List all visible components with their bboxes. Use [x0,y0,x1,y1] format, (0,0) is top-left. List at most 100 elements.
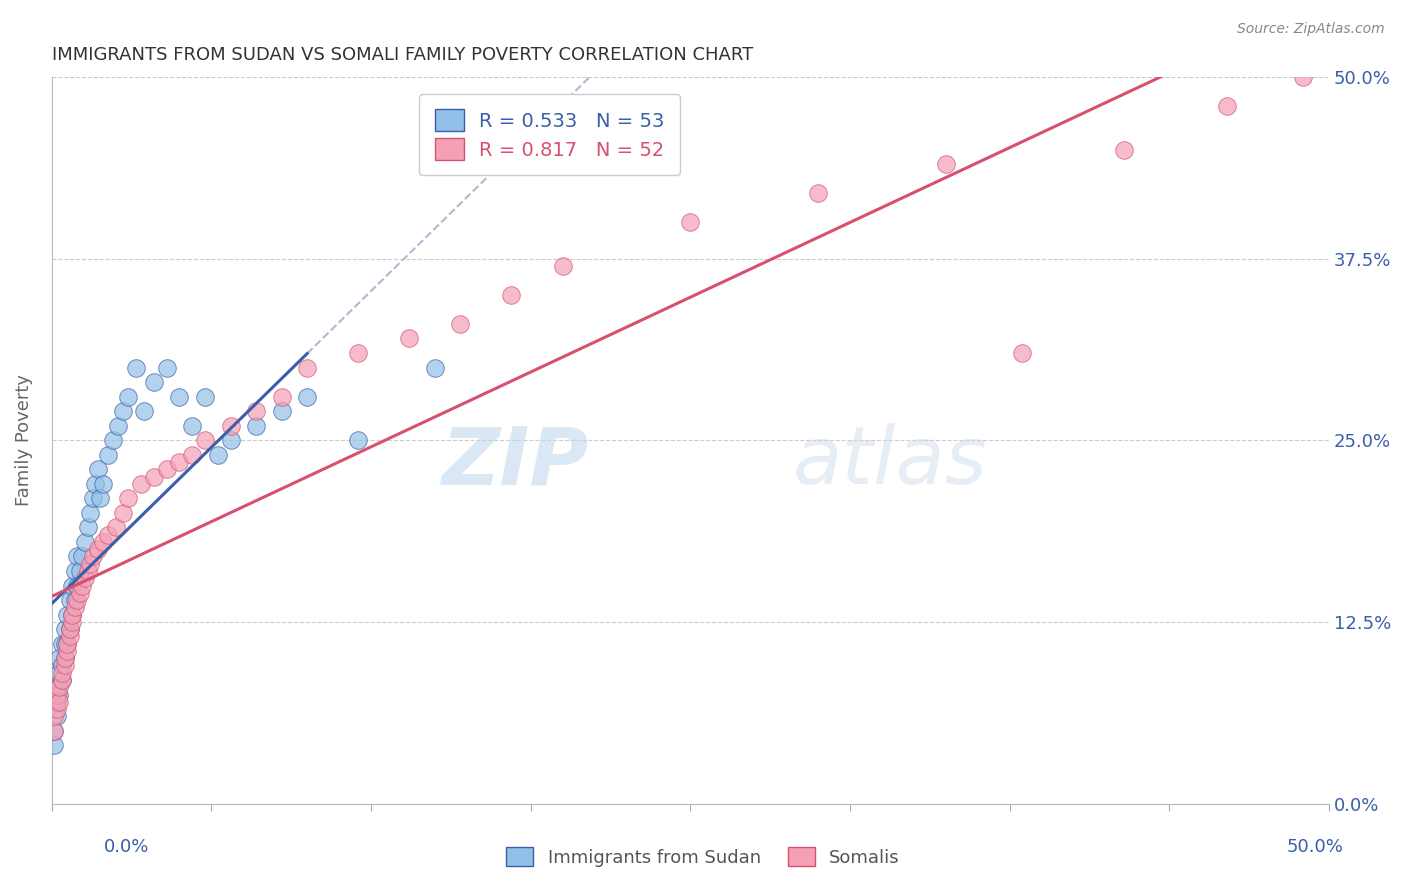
Point [194,434,217,448]
Point [270,404,292,418]
Point [60,607,83,622]
Point [295,390,318,404]
Point [1011,346,1033,360]
Point [60,578,83,592]
Point [73,535,96,549]
Point [76,520,98,534]
Point [156,462,179,476]
Point [79,557,101,571]
Point [169,455,191,469]
Point [53,651,76,665]
Point [72,578,94,592]
Point [194,390,217,404]
Point [56,644,79,658]
Point [51,637,73,651]
Point [66,549,89,564]
Point [44,723,66,738]
Point [1114,143,1136,157]
Point [129,476,152,491]
Point [132,404,155,418]
Point [59,622,82,636]
Text: atlas: atlas [793,423,987,501]
Point [45,688,67,702]
Point [66,593,89,607]
Point [82,491,104,506]
Point [347,434,370,448]
Point [219,418,242,433]
Point [207,448,229,462]
Point [44,723,66,738]
Point [97,527,120,541]
Point [73,571,96,585]
Text: ZIP: ZIP [440,423,588,501]
Point [56,607,79,622]
Point [63,600,86,615]
Point [44,739,66,753]
Point [89,491,111,506]
Point [245,404,267,418]
Point [423,360,446,375]
Point [169,390,191,404]
Point [60,615,83,629]
Point [51,673,73,687]
Point [82,549,104,564]
Point [935,157,957,171]
Point [56,637,79,651]
Point [679,215,702,229]
Point [84,476,107,491]
Point [45,681,67,695]
Point [59,629,82,643]
Point [101,434,124,448]
Point [45,695,67,709]
Point [69,564,91,578]
Point [60,607,83,622]
Point [347,346,370,360]
Point [66,578,89,592]
Point [219,434,242,448]
Point [97,448,120,462]
Point [91,535,114,549]
Point [51,665,73,680]
Point [142,469,165,483]
Point [1215,99,1237,113]
Point [501,288,523,302]
Text: 0.0%: 0.0% [104,838,149,855]
Point [44,709,66,723]
Point [551,259,574,273]
Point [1292,70,1315,84]
Point [181,448,204,462]
Y-axis label: Family Poverty: Family Poverty [15,375,32,507]
Point [398,331,420,345]
Point [53,658,76,673]
Point [53,622,76,636]
Point [91,476,114,491]
Point [48,665,70,680]
Point [125,360,148,375]
Point [45,709,67,723]
Point [48,695,70,709]
Legend: R = 0.533   N = 53, R = 0.817   N = 52: R = 0.533 N = 53, R = 0.817 N = 52 [419,94,681,175]
Point [63,564,86,578]
Point [87,542,110,557]
Point [45,702,67,716]
Point [245,418,267,433]
Point [48,681,70,695]
Point [63,593,86,607]
Point [112,506,135,520]
Point [156,360,179,375]
Point [117,390,139,404]
Point [72,549,94,564]
Point [270,390,292,404]
Point [51,658,73,673]
Point [56,637,79,651]
Point [807,186,830,201]
Point [53,651,76,665]
Point [59,593,82,607]
Point [79,506,101,520]
Point [117,491,139,506]
Point [107,418,129,433]
Point [48,651,70,665]
Point [295,360,318,375]
Legend: Immigrants from Sudan, Somalis: Immigrants from Sudan, Somalis [499,840,907,874]
Text: IMMIGRANTS FROM SUDAN VS SOMALI FAMILY POVERTY CORRELATION CHART: IMMIGRANTS FROM SUDAN VS SOMALI FAMILY P… [52,46,754,64]
